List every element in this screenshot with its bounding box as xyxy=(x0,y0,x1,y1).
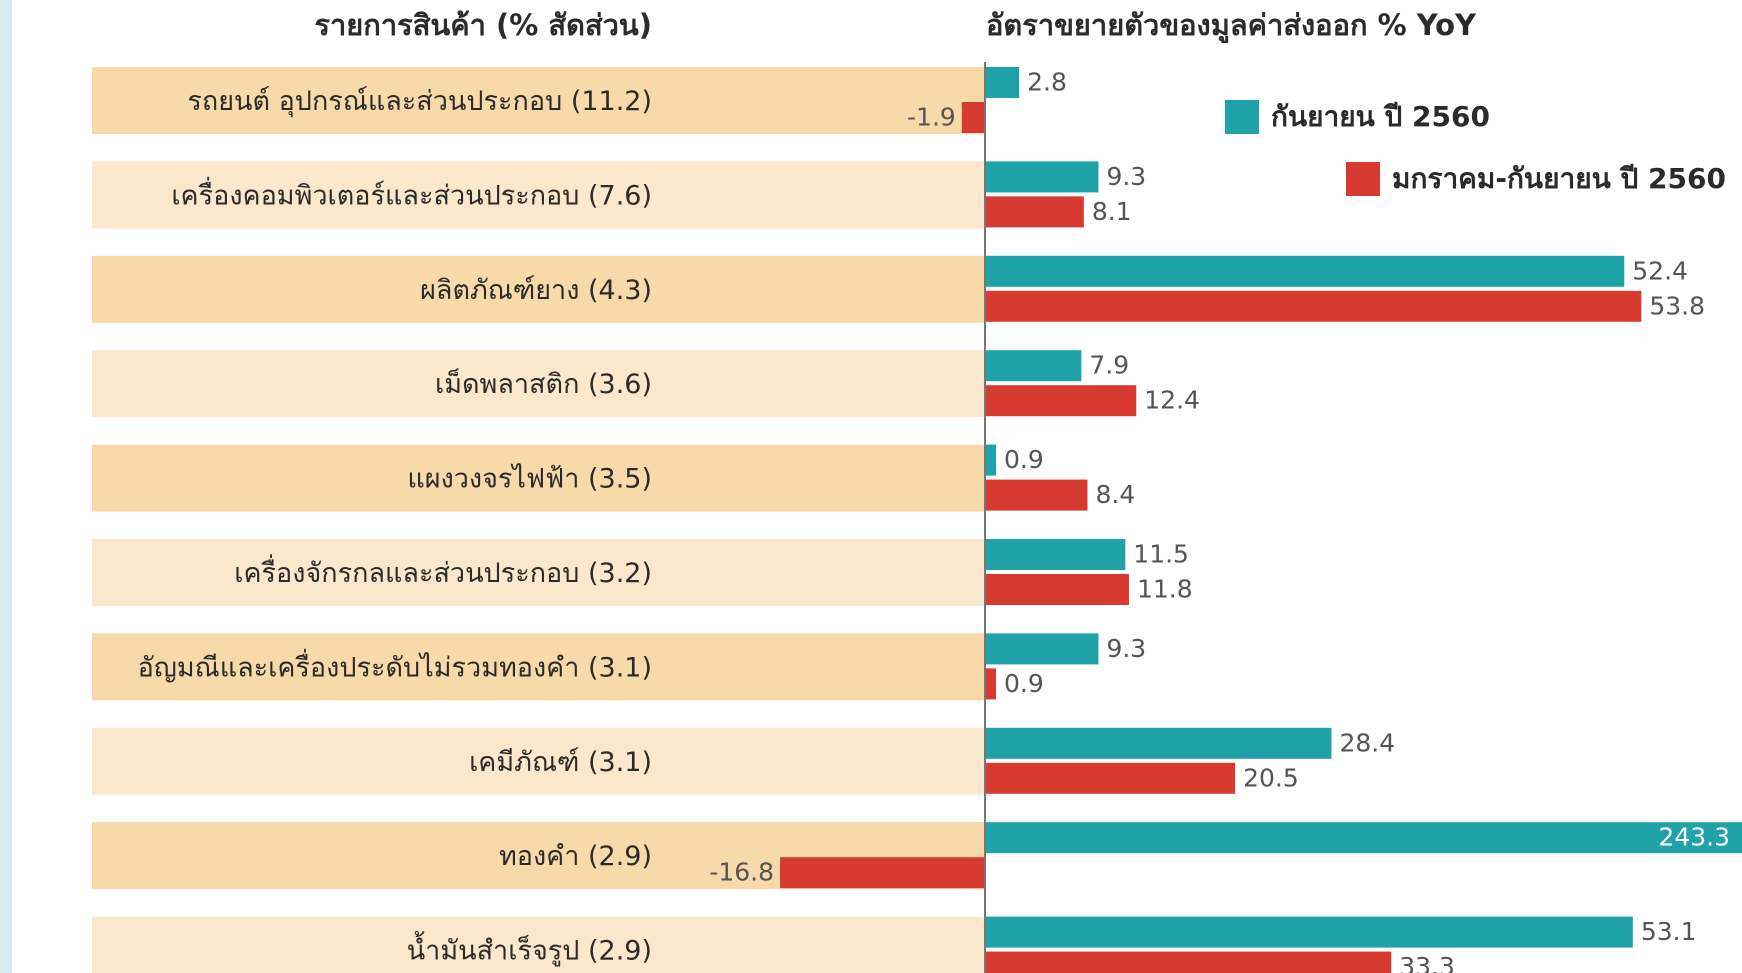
value-label: 0.9 xyxy=(1004,669,1044,698)
value-label: 52.4 xyxy=(1632,256,1688,285)
bar xyxy=(985,539,1125,570)
bar xyxy=(985,161,1098,192)
category-label: เคมีภัณฑ์ (3.1) xyxy=(469,746,652,778)
bar xyxy=(962,102,985,133)
bar xyxy=(985,668,996,699)
bar xyxy=(985,256,1624,287)
value-label: 0.9 xyxy=(1004,445,1044,474)
bar xyxy=(985,952,1391,973)
category-label: เครื่องคอมพิวเตอร์และส่วนประกอบ (7.6) xyxy=(171,176,652,211)
value-label: 243.3 xyxy=(1658,823,1730,852)
legend-label: มกราคม-กันยายน ปี 2560 xyxy=(1392,162,1726,195)
category-label: รถยนต์ อุปกรณ์และส่วนประกอบ (11.2) xyxy=(187,85,652,118)
value-label: 33.3 xyxy=(1399,952,1455,973)
bar xyxy=(985,480,1087,511)
category-label: แผงวงจรไฟฟ้า (3.5) xyxy=(407,464,652,495)
bar xyxy=(985,574,1129,605)
value-label: 8.1 xyxy=(1092,197,1132,226)
value-label: 53.1 xyxy=(1641,917,1697,946)
category-label: เครื่องจักรกลและส่วนประกอบ (3.2) xyxy=(234,554,652,589)
value-label: 28.4 xyxy=(1339,728,1395,757)
category-label: เม็ดพลาสติก (3.6) xyxy=(435,366,652,400)
value-label: 11.8 xyxy=(1137,575,1193,604)
category-label: น้ำมันสำเร็จรูป (2.9) xyxy=(407,931,652,967)
value-label: 53.8 xyxy=(1649,291,1705,320)
value-label: 9.3 xyxy=(1106,162,1146,191)
bar xyxy=(985,763,1235,794)
bar xyxy=(985,633,1098,664)
bar xyxy=(985,445,996,476)
bar xyxy=(985,350,1081,381)
value-label: -16.8 xyxy=(709,858,774,887)
legend: กันยายน ปี 2560 มกราคม-กันยายน ปี 2560 xyxy=(1225,100,1726,196)
bar xyxy=(985,385,1136,416)
value-label: 12.4 xyxy=(1144,386,1200,415)
bar xyxy=(985,291,1641,322)
value-label: 20.5 xyxy=(1243,763,1299,792)
value-label: 11.5 xyxy=(1133,540,1189,569)
value-label: 8.4 xyxy=(1095,480,1135,509)
bar xyxy=(780,857,985,888)
legend-label: กันยายน ปี 2560 xyxy=(1271,100,1490,133)
value-label: 7.9 xyxy=(1089,351,1129,380)
bar xyxy=(985,822,1742,853)
bar xyxy=(985,917,1633,948)
side-strip xyxy=(0,0,12,973)
category-label: ทองคำ (2.9) xyxy=(499,841,652,872)
chart-subtitle: อัตราขยายตัวของมูลค่าส่งออก % YoY xyxy=(986,8,1477,43)
bar xyxy=(985,728,1331,759)
legend-swatch xyxy=(1225,100,1259,134)
value-label: 9.3 xyxy=(1106,634,1146,663)
value-label: 2.8 xyxy=(1027,68,1067,97)
category-label: อัญมณีและเครื่องประดับไม่รวมทองคำ (3.1) xyxy=(138,648,652,683)
bar xyxy=(985,67,1019,98)
legend-swatch xyxy=(1346,162,1380,196)
chart-title: รายการสินค้า (% สัดส่วน) xyxy=(314,8,652,42)
chart: รายการสินค้า (% สัดส่วน) อัตราขยายตัวของ… xyxy=(0,0,1742,973)
value-label: -1.9 xyxy=(907,103,956,132)
category-label: ผลิตภัณฑ์ยาง (4.3) xyxy=(420,274,652,306)
bar xyxy=(985,196,1084,227)
